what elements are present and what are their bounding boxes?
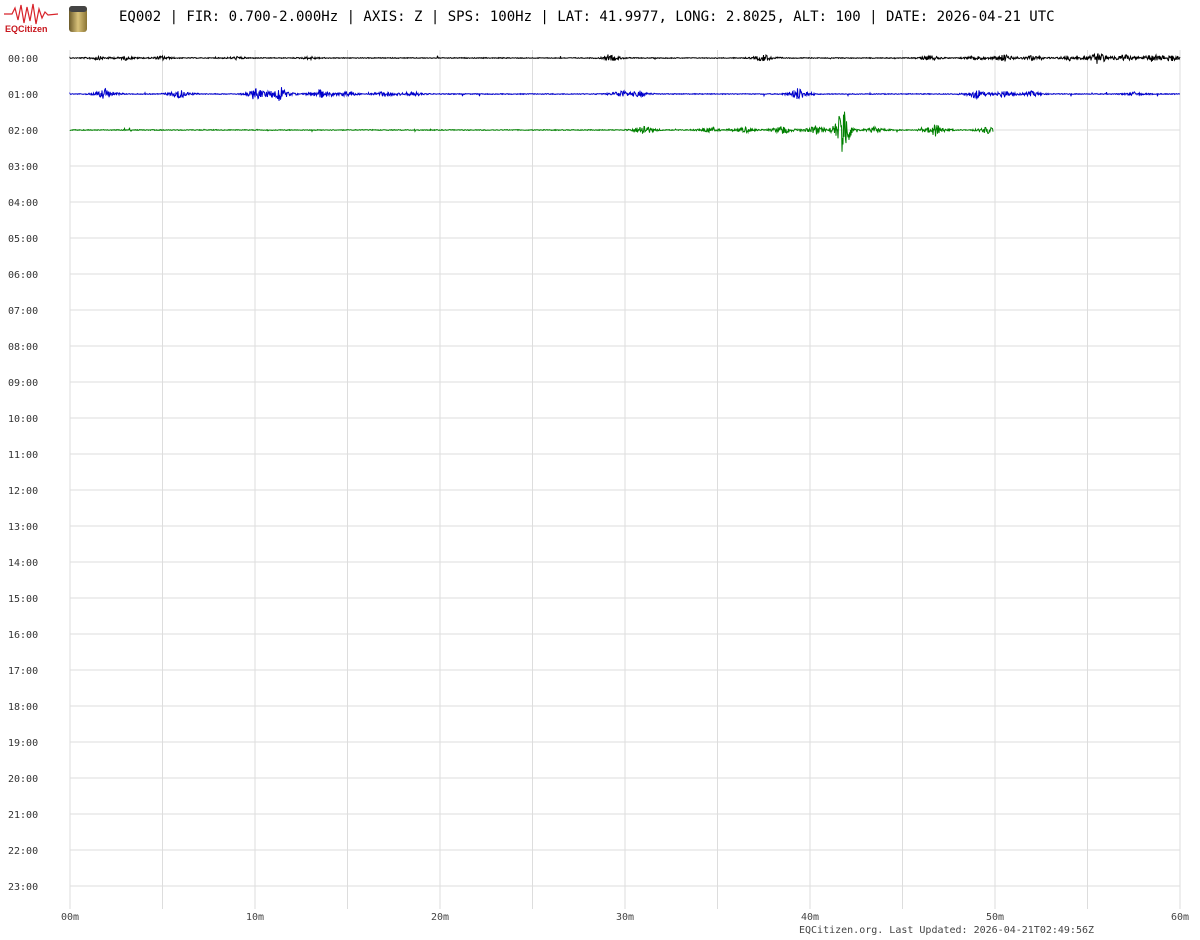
y-tick-label: 12:00 xyxy=(8,486,38,497)
x-tick-label: 20m xyxy=(431,912,449,923)
y-tick-label: 19:00 xyxy=(8,738,38,749)
x-tick-label: 40m xyxy=(801,912,819,923)
y-tick-label: 10:00 xyxy=(8,414,38,425)
y-tick-label: 18:00 xyxy=(8,702,38,713)
y-tick-label: 23:00 xyxy=(8,882,38,893)
sensor-icon xyxy=(69,6,87,32)
logo-text: EQCitizen xyxy=(5,24,48,34)
eqcitizen-logo xyxy=(4,2,58,34)
y-tick-label: 05:00 xyxy=(8,234,38,245)
trace-0200 xyxy=(69,111,994,152)
y-tick-label: 06:00 xyxy=(8,270,38,281)
x-tick-label: 30m xyxy=(616,912,634,923)
y-tick-label: 16:00 xyxy=(8,630,38,641)
y-tick-label: 13:00 xyxy=(8,522,38,533)
y-tick-label: 15:00 xyxy=(8,594,38,605)
y-tick-label: 00:00 xyxy=(8,54,38,65)
x-tick-label: 00m xyxy=(61,912,79,923)
y-tick-label: 11:00 xyxy=(8,450,38,461)
y-tick-label: 04:00 xyxy=(8,198,38,209)
y-tick-label: 01:00 xyxy=(8,90,38,101)
y-tick-label: 03:00 xyxy=(8,162,38,173)
y-tick-label: 08:00 xyxy=(8,342,38,353)
y-tick-label: 07:00 xyxy=(8,306,38,317)
trace-0000 xyxy=(69,52,1181,64)
y-tick-label: 22:00 xyxy=(8,846,38,857)
y-tick-label: 14:00 xyxy=(8,558,38,569)
chart-title: EQ002 | FIR: 0.700-2.000Hz | AXIS: Z | S… xyxy=(119,9,1055,25)
y-tick-label: 17:00 xyxy=(8,666,38,677)
y-tick-label: 02:00 xyxy=(8,126,38,137)
y-tick-label: 09:00 xyxy=(8,378,38,389)
trace-0100 xyxy=(69,87,1180,101)
y-tick-label: 20:00 xyxy=(8,774,38,785)
last-updated-footer: EQCitizen.org. Last Updated: 2026-04-21T… xyxy=(799,925,1095,936)
x-tick-label: 10m xyxy=(246,912,264,923)
y-tick-label: 21:00 xyxy=(8,810,38,821)
x-tick-label: 50m xyxy=(986,912,1004,923)
x-tick-label: 60m xyxy=(1171,912,1189,923)
